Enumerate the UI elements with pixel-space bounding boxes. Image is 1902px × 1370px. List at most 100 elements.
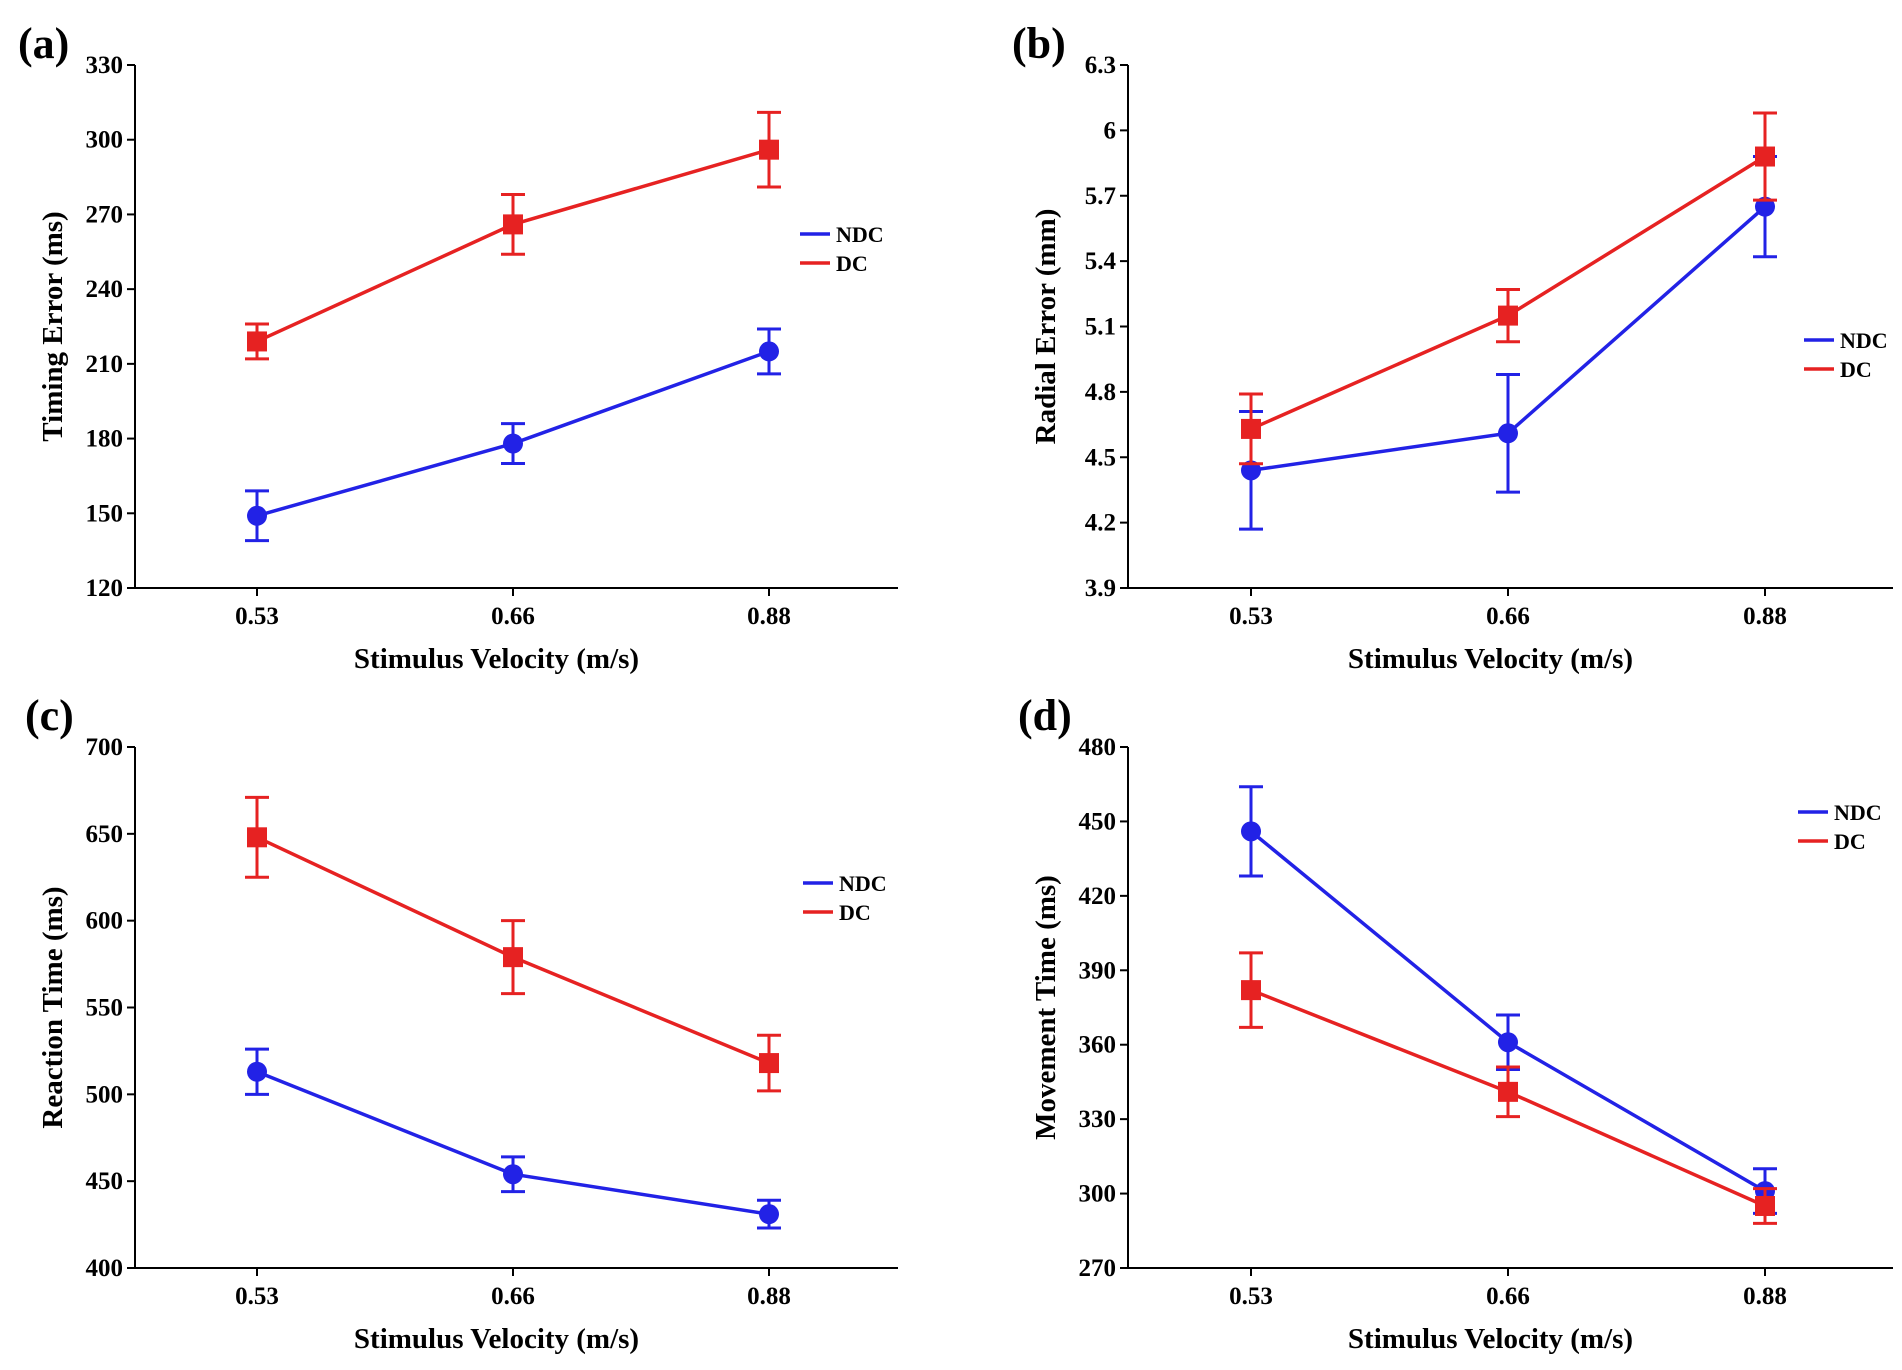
series-dc — [245, 110, 781, 361]
x-tick-label: 0.66 — [491, 1283, 535, 1310]
y-tick-label: 420 — [1079, 883, 1117, 910]
y-axis-title: Movement Time (ms) — [1030, 875, 1062, 1140]
y-tick-label: 300 — [86, 127, 124, 154]
x-tick-label: 0.88 — [1743, 603, 1787, 630]
legend-label: DC — [836, 251, 868, 276]
y-tick-label: 180 — [86, 426, 124, 453]
y-tick-label: 400 — [86, 1255, 124, 1282]
data-point — [503, 947, 523, 968]
y-tick-label: 500 — [86, 1081, 124, 1108]
panel-label: (c) — [25, 691, 74, 740]
series-line — [1249, 829, 1766, 1193]
data-point — [759, 1053, 779, 1074]
y-tick-label: 390 — [1079, 957, 1117, 984]
y-tick-label: 360 — [1079, 1032, 1117, 1059]
legend-entry-dc: DC — [1798, 829, 1866, 854]
legend-label: NDC — [839, 871, 887, 896]
y-tick-label: 450 — [86, 1168, 124, 1195]
data-point — [759, 341, 779, 362]
data-point — [1498, 423, 1518, 444]
panel-label: (b) — [1012, 19, 1066, 68]
chart-panel-b: (b) 3.9 4.2 4.5 4.8 5.1 5.4 5.7 6 6.3 0.53 0.66 0.88… — [1012, 19, 1893, 675]
y-tick-label: 650 — [86, 821, 124, 848]
x-tick-label: 0.53 — [235, 1283, 279, 1310]
y-tick-label: 270 — [86, 201, 124, 228]
x-axis-title: Stimulus Velocity (m/s) — [354, 643, 639, 675]
panel-label: (d) — [1018, 691, 1072, 740]
data-point — [1755, 196, 1775, 217]
x-tick-label: 0.88 — [747, 1283, 791, 1310]
y-tick-label: 5.4 — [1085, 248, 1117, 275]
y-tick-label: 270 — [1079, 1255, 1117, 1282]
data-point — [247, 827, 267, 848]
legend-entry-dc: DC — [1804, 357, 1872, 382]
series-ndc — [245, 327, 781, 543]
x-axis-title: Stimulus Velocity (m/s) — [354, 1323, 639, 1355]
chart-panel-a: (a) 120 150 180 210 240 270 300 330 0.53 0.66 0.88 S… — [18, 19, 898, 675]
y-tick-label: 550 — [86, 995, 124, 1022]
y-tick-label: 300 — [1079, 1181, 1117, 1208]
y-axis-title: Timing Error (ms) — [37, 211, 69, 441]
x-tick-label: 0.53 — [1229, 1283, 1273, 1310]
y-axis-title: Reaction Time (ms) — [37, 886, 69, 1128]
y-tick-label: 3.9 — [1085, 575, 1116, 602]
y-tick-label: 240 — [86, 276, 124, 303]
data-point — [1241, 980, 1261, 1001]
series-ndc — [245, 1047, 781, 1230]
legend-label: DC — [839, 900, 871, 925]
legend-entry-ndc: NDC — [1804, 328, 1888, 353]
y-tick-label: 450 — [1079, 808, 1117, 835]
legend-label: DC — [1840, 357, 1872, 382]
data-point — [503, 433, 523, 454]
legend-entry-dc: DC — [803, 900, 871, 925]
series-ndc — [1239, 785, 1777, 1215]
series-dc — [1239, 111, 1777, 466]
y-axis-title: Radial Error (mm) — [1030, 209, 1062, 445]
x-axis-title: Stimulus Velocity (m/s) — [1348, 643, 1633, 675]
x-tick-label: 0.66 — [491, 603, 535, 630]
x-tick-label: 0.66 — [1486, 603, 1530, 630]
data-point — [1498, 305, 1518, 326]
y-tick-label: 150 — [86, 500, 124, 527]
x-tick-label: 0.88 — [747, 603, 791, 630]
data-point — [1755, 1195, 1775, 1216]
x-tick-label: 0.53 — [235, 603, 279, 630]
x-tick-label: 0.53 — [1229, 603, 1273, 630]
data-point — [503, 214, 523, 235]
chart-panel-c: (c) 400 450 500 550 600 650 700 0.53 0.66 0.88 Stim… — [25, 691, 898, 1355]
legend-label: NDC — [1834, 800, 1882, 825]
panel-label: (a) — [18, 19, 69, 68]
y-tick-label: 4.5 — [1085, 444, 1116, 471]
y-tick-label: 600 — [86, 908, 124, 935]
data-point — [1498, 1081, 1518, 1102]
data-point — [1241, 418, 1261, 439]
data-point — [1241, 821, 1261, 842]
data-point — [759, 1204, 779, 1225]
y-tick-label: 700 — [86, 734, 124, 761]
y-tick-label: 6.3 — [1085, 52, 1116, 79]
legend-label: NDC — [836, 222, 884, 247]
y-tick-label: 330 — [86, 52, 124, 79]
legend-entry-ndc: NDC — [800, 222, 884, 247]
data-point — [247, 1061, 267, 1082]
series-dc — [245, 795, 781, 1093]
legend-entry-dc: DC — [800, 251, 868, 276]
series-dc — [1239, 951, 1777, 1225]
y-tick-label: 480 — [1079, 734, 1117, 761]
y-tick-label: 5.7 — [1085, 183, 1116, 210]
y-tick-label: 330 — [1079, 1106, 1117, 1133]
chart-panel-d: (d) 270 300 330 360 390 420 450 480 0.53 0.66 0.88 S… — [1018, 691, 1893, 1355]
data-point — [247, 331, 267, 352]
data-point — [1498, 1032, 1518, 1053]
x-tick-label: 0.66 — [1486, 1283, 1530, 1310]
data-point — [503, 1164, 523, 1185]
y-tick-label: 120 — [86, 575, 124, 602]
legend-entry-ndc: NDC — [803, 871, 887, 896]
data-point — [759, 139, 779, 160]
y-tick-label: 5.1 — [1085, 314, 1116, 341]
y-tick-label: 6 — [1104, 117, 1117, 144]
data-point — [247, 505, 267, 526]
legend-label: DC — [1834, 829, 1866, 854]
y-tick-label: 210 — [86, 351, 124, 378]
